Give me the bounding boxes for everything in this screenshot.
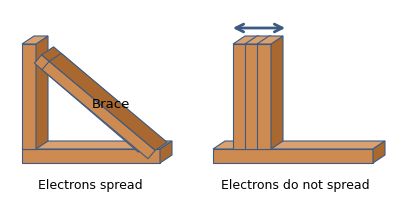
Polygon shape — [213, 149, 373, 163]
Polygon shape — [213, 141, 385, 149]
Polygon shape — [22, 149, 160, 163]
Polygon shape — [259, 36, 271, 149]
Polygon shape — [49, 53, 167, 150]
Polygon shape — [22, 141, 172, 149]
Polygon shape — [257, 36, 283, 44]
Text: Brace: Brace — [92, 98, 130, 110]
Polygon shape — [233, 36, 259, 44]
Text: Electrons spread: Electrons spread — [38, 179, 142, 192]
Polygon shape — [271, 36, 283, 149]
Polygon shape — [245, 36, 271, 44]
Polygon shape — [22, 36, 48, 44]
Polygon shape — [22, 44, 36, 149]
Polygon shape — [245, 44, 259, 149]
Polygon shape — [373, 141, 385, 163]
Polygon shape — [42, 61, 155, 159]
Polygon shape — [257, 44, 271, 149]
Polygon shape — [34, 55, 146, 152]
Polygon shape — [233, 44, 247, 149]
Polygon shape — [160, 141, 172, 163]
Text: Electrons do not spread: Electrons do not spread — [221, 179, 369, 192]
Polygon shape — [42, 47, 158, 144]
Polygon shape — [247, 36, 259, 149]
Polygon shape — [36, 36, 48, 149]
